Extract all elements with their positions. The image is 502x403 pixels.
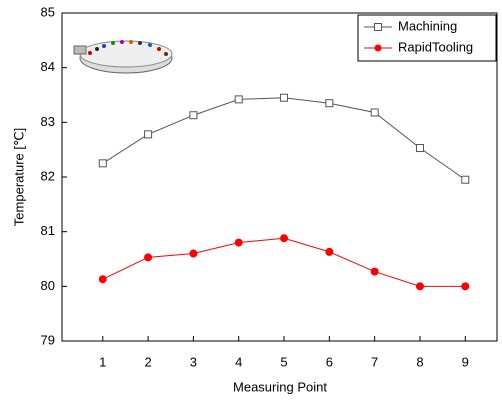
x-tick-label: 2 xyxy=(144,354,151,369)
marker xyxy=(280,234,289,243)
marker xyxy=(234,238,243,247)
marker xyxy=(415,282,424,291)
marker xyxy=(98,159,107,168)
y-tick-label: 81 xyxy=(41,223,55,238)
legend-label: Machining xyxy=(398,18,457,33)
legend-marker xyxy=(374,23,382,31)
legend-label: RapidTooling xyxy=(398,39,473,54)
y-tick-label: 83 xyxy=(41,114,55,129)
x-tick-label: 6 xyxy=(326,354,333,369)
legend-box xyxy=(357,14,497,62)
marker xyxy=(189,249,198,258)
marker xyxy=(325,99,334,108)
marker xyxy=(415,144,424,153)
y-axis-label: Temperature [℃] xyxy=(11,128,26,226)
x-tick-label: 9 xyxy=(462,354,469,369)
y-tick-label: 79 xyxy=(41,332,55,347)
marker xyxy=(98,275,107,284)
x-tick-label: 8 xyxy=(416,354,423,369)
x-tick-label: 3 xyxy=(190,354,197,369)
marker xyxy=(461,282,470,291)
marker xyxy=(461,175,470,184)
marker xyxy=(144,130,153,139)
x-tick-label: 1 xyxy=(99,354,106,369)
marker xyxy=(325,247,334,256)
x-tick-label: 4 xyxy=(235,354,242,369)
inset-illustration xyxy=(73,40,173,74)
marker xyxy=(234,95,243,104)
y-tick-label: 85 xyxy=(41,4,55,19)
x-axis-label: Measuring Point xyxy=(233,379,327,394)
series-line xyxy=(102,237,466,287)
x-tick-label: 5 xyxy=(280,354,287,369)
y-tick-label: 82 xyxy=(41,168,55,183)
marker xyxy=(370,267,379,276)
y-tick-label: 80 xyxy=(41,278,55,293)
series-line xyxy=(102,97,466,181)
marker xyxy=(189,111,198,120)
y-tick-label: 84 xyxy=(41,59,55,74)
marker xyxy=(370,108,379,117)
marker xyxy=(144,253,153,262)
marker xyxy=(280,93,289,102)
legend-marker xyxy=(374,44,382,52)
x-tick-label: 7 xyxy=(371,354,378,369)
